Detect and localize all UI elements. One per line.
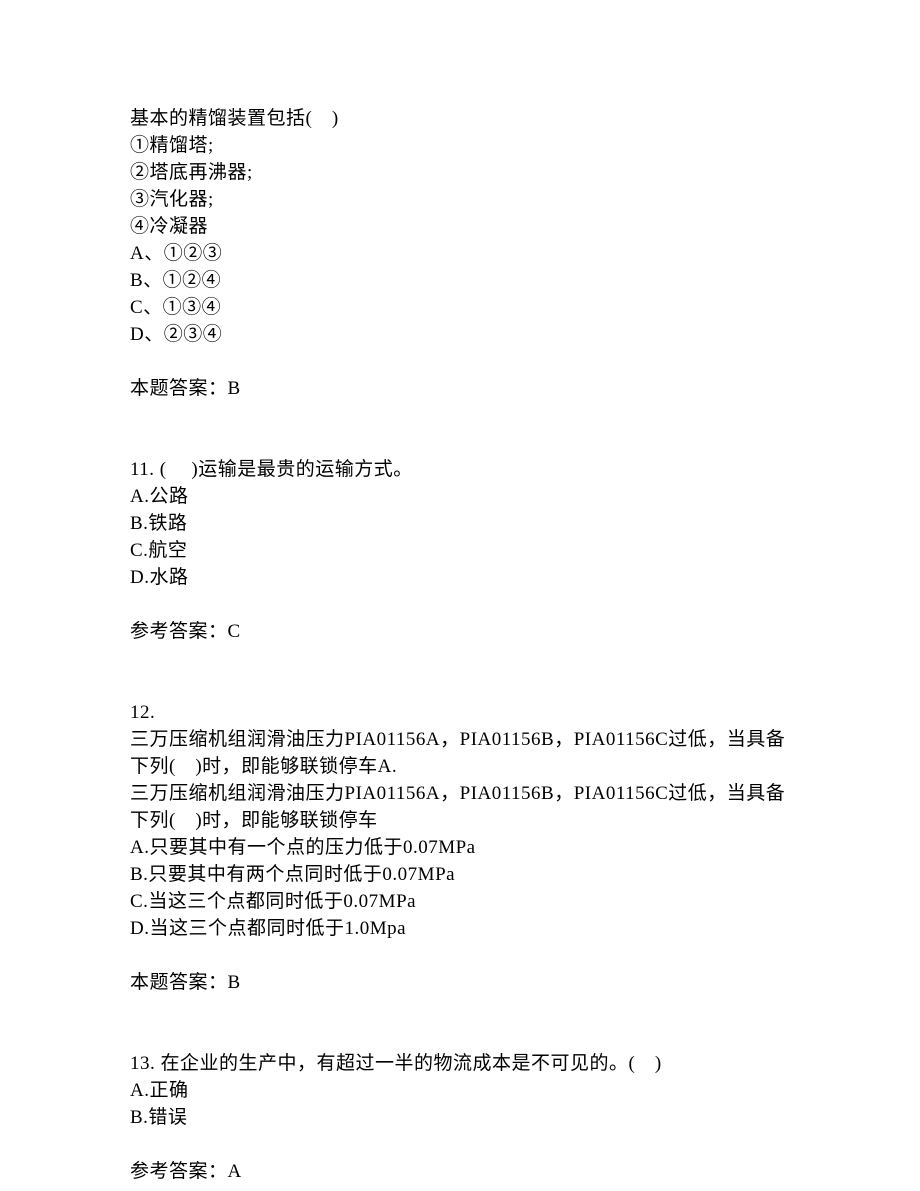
q10-stem: 基本的精馏装置包括( ) [130,105,790,132]
q12-optB: B.只要其中有两个点同时低于0.07MPa [130,861,790,888]
q11-answer: 参考答案：C [130,618,790,645]
q10-answer: 本题答案：B [130,375,790,402]
q12-optA: A.只要其中有一个点的压力低于0.07MPa [130,834,790,861]
q11-optC: C.航空 [130,537,790,564]
q10-optD: D、②③④ [130,321,790,348]
q12-optD: D.当这三个点都同时低于1.0Mpa [130,915,790,942]
q10-optA: A、①②③ [130,240,790,267]
q11-optD: D.水路 [130,564,790,591]
q12-optC: C.当这三个点都同时低于0.07MPa [130,888,790,915]
q13-optB: B.错误 [130,1104,790,1131]
q11-optA: A.公路 [130,483,790,510]
q10-item1: ①精馏塔; [130,132,790,159]
q11-stem: 11. ( )运输是最贵的运输方式。 [130,456,790,483]
q12-num: 12. [130,699,790,726]
q10-optC: C、①③④ [130,294,790,321]
q10-optB: B、①②④ [130,267,790,294]
q11-optB: B.铁路 [130,510,790,537]
q10-item3: ③汽化器; [130,186,790,213]
q13-stem: 13. 在企业的生产中，有超过一半的物流成本是不可见的。( ) [130,1050,790,1077]
q13-optA: A.正确 [130,1077,790,1104]
q10-item4: ④冷凝器 [130,213,790,240]
q13-answer: 参考答案：A [130,1158,790,1185]
q12-stem1: 三万压缩机组润滑油压力PIA01156A，PIA01156B，PIA01156C… [130,726,790,780]
q12-stem2: 三万压缩机组润滑油压力PIA01156A，PIA01156B，PIA01156C… [130,780,790,834]
q12-answer: 本题答案：B [130,969,790,996]
q10-item2: ②塔底再沸器; [130,159,790,186]
